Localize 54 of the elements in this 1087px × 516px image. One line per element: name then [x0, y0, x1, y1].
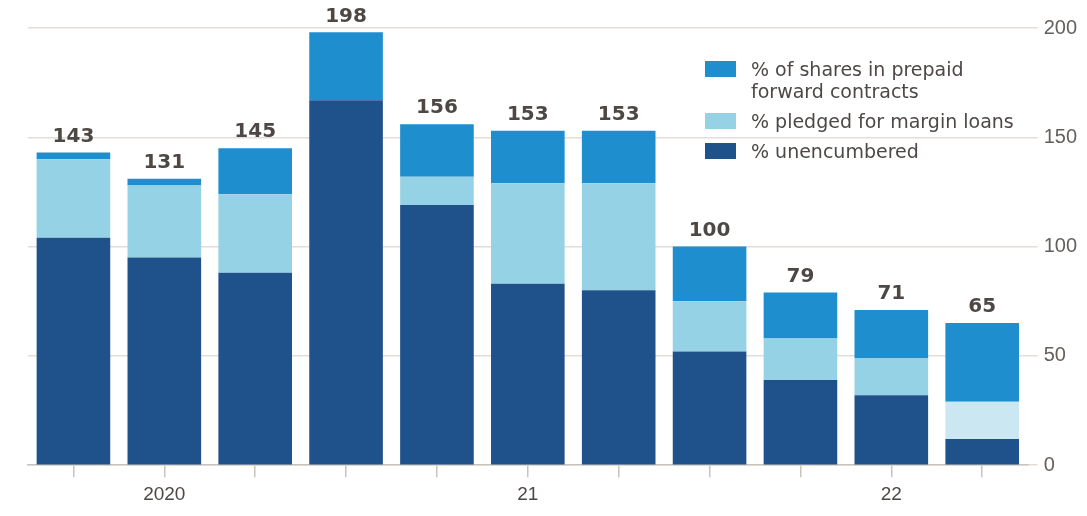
y-tick-label: 100: [1043, 234, 1078, 257]
y-tick-label: 0: [1043, 452, 1055, 475]
bar: [36, 159, 111, 238]
legend-label: % of shares in prepaid forward contracts: [751, 58, 965, 102]
bar: [218, 272, 292, 465]
bar: [763, 379, 838, 465]
total-label: 145: [234, 118, 277, 143]
bar: [672, 351, 747, 465]
bar: [672, 301, 747, 352]
bar: [945, 401, 1019, 439]
bar: [218, 194, 292, 273]
total-label: 131: [143, 149, 186, 174]
total-label: 153: [506, 100, 549, 125]
x-tick-label: 21: [517, 482, 539, 504]
bar: [127, 178, 202, 186]
total-label: 100: [688, 216, 731, 241]
bar: [763, 292, 838, 339]
total-label: 153: [597, 100, 640, 125]
bar: [218, 148, 292, 195]
bar: [672, 246, 747, 302]
bar: [309, 100, 383, 465]
bar: [854, 395, 929, 465]
total-label: 71: [877, 280, 906, 305]
x-tick-label: 22: [880, 482, 902, 504]
x-tick-label: 2020: [143, 482, 186, 504]
bar: [763, 338, 838, 380]
bar: [854, 309, 929, 359]
bar: [581, 130, 656, 184]
bar: [491, 183, 565, 284]
bar: [945, 323, 1019, 402]
y-tick-label: 50: [1043, 343, 1066, 366]
total-label: 156: [416, 94, 458, 119]
total-label: 65: [968, 293, 997, 318]
legend-label: % unencumbered: [751, 140, 919, 162]
bar: [36, 152, 111, 160]
bar: [491, 130, 565, 184]
bar: [127, 185, 202, 258]
y-tick-label: 200: [1043, 15, 1078, 38]
bar: [581, 183, 656, 291]
bar: [945, 438, 1019, 465]
bar: [491, 283, 565, 465]
bar: [581, 290, 656, 465]
bar: [400, 176, 474, 206]
total-label: 79: [786, 262, 815, 287]
total-label: 143: [52, 122, 95, 147]
bar: [36, 237, 111, 465]
legend-label: % pledged for margin loans: [751, 110, 1014, 132]
bar: [309, 32, 383, 101]
bar: [400, 205, 474, 465]
bar: [854, 358, 929, 396]
bar: [400, 124, 474, 177]
total-label: 198: [325, 2, 367, 27]
bar: [127, 257, 202, 465]
y-tick-label: 150: [1043, 124, 1078, 147]
